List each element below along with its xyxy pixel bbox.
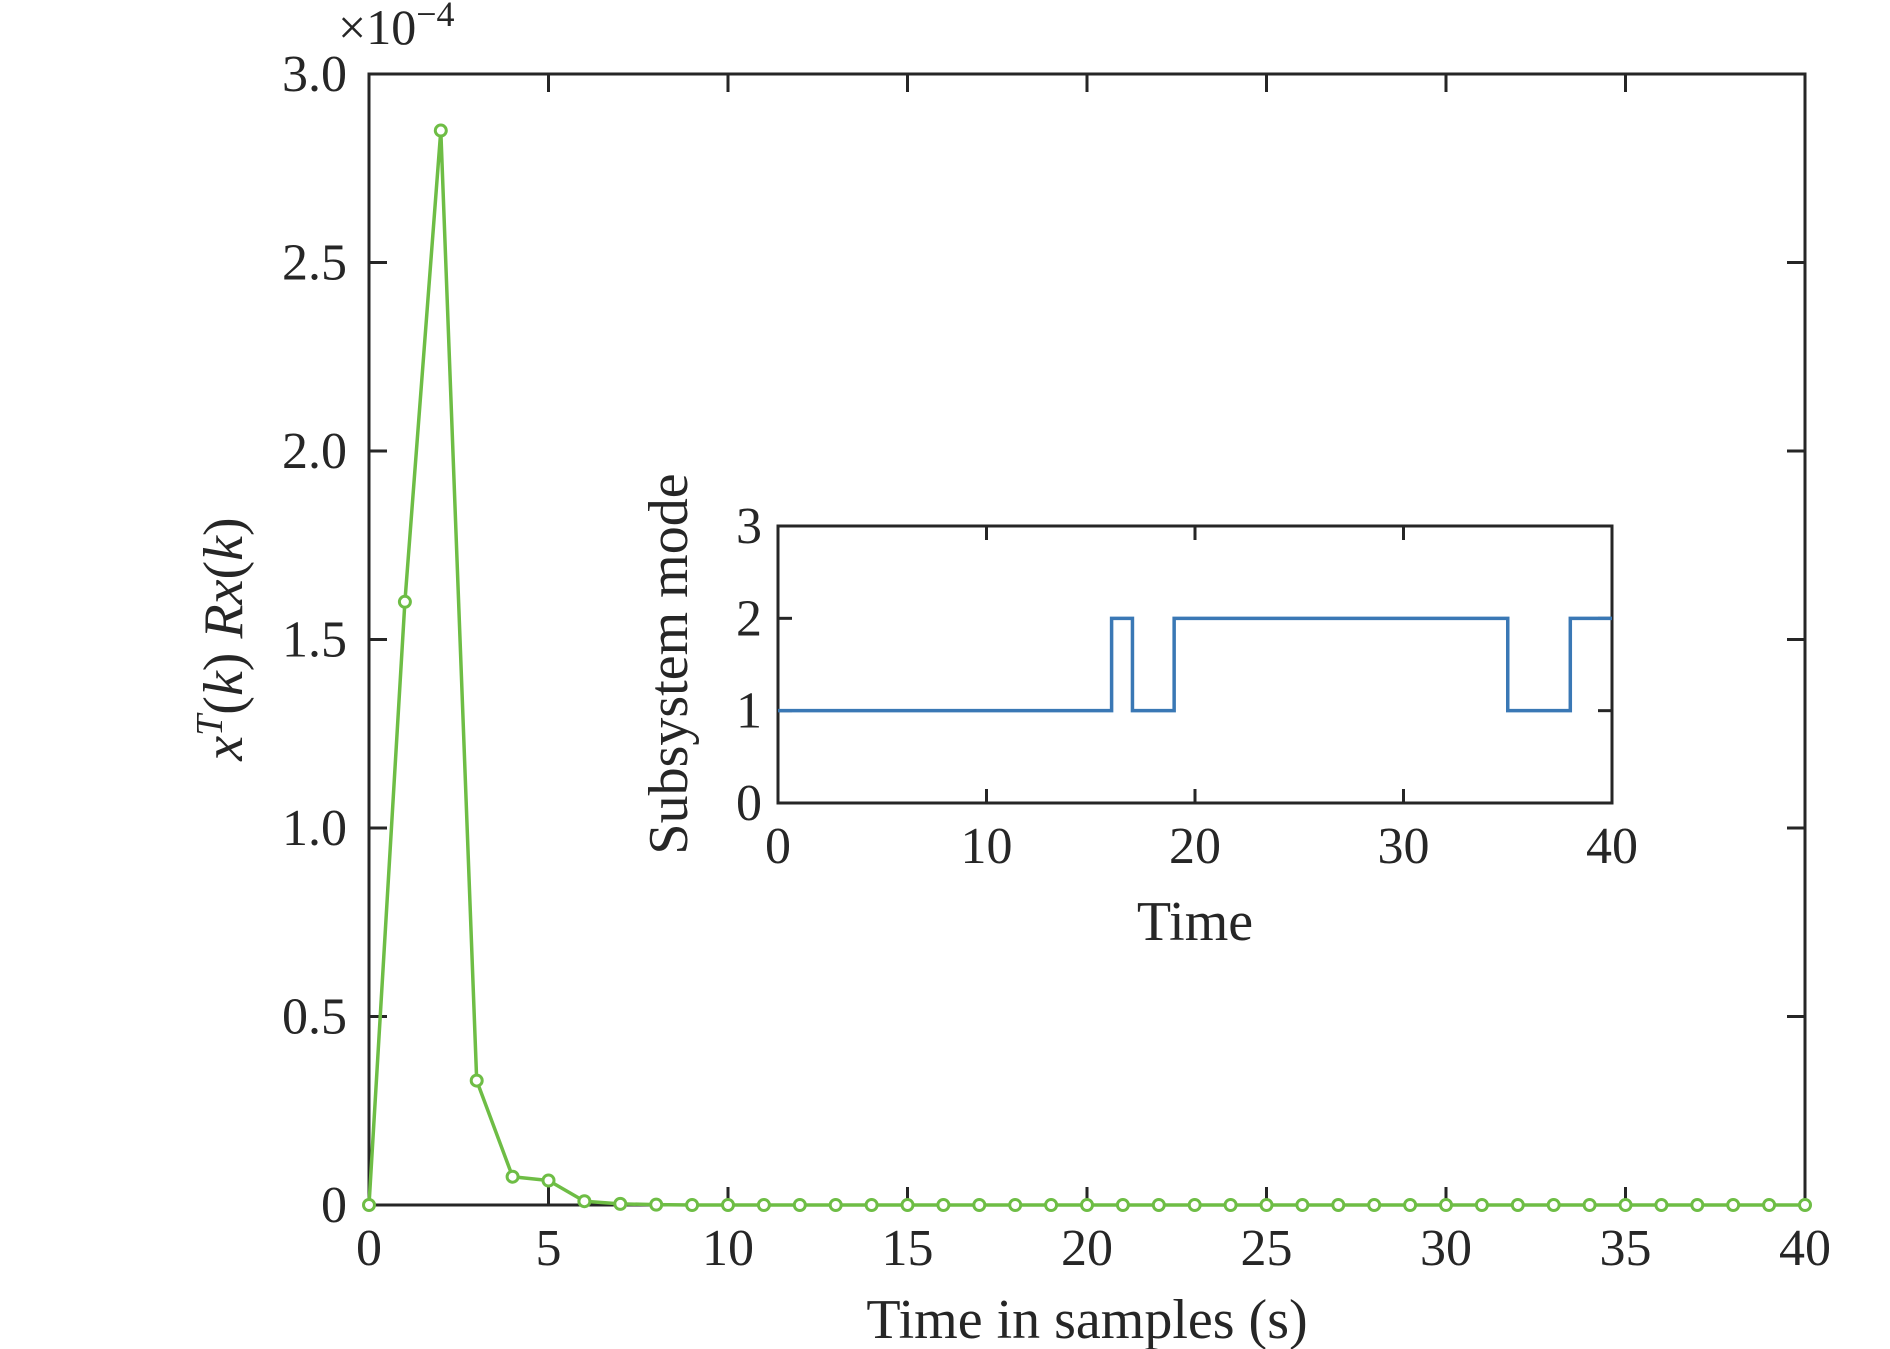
main-data-point — [1115, 1198, 1130, 1212]
main-data-point — [1367, 1198, 1382, 1212]
main-data-point — [900, 1198, 915, 1212]
main-x-tick-label: 20 — [1061, 1220, 1113, 1277]
main-data-point — [685, 1198, 700, 1212]
main-y-tick-label: 0 — [321, 1177, 347, 1234]
main-data-point — [1439, 1198, 1453, 1212]
main-x-tick-label: 30 — [1420, 1220, 1472, 1277]
main-data-point — [828, 1198, 843, 1212]
main-data-point — [1798, 1198, 1812, 1212]
inset-x-tick-label: 10 — [961, 818, 1013, 875]
main-y-tick-label: 0.5 — [282, 989, 347, 1046]
main-data-point — [1187, 1198, 1202, 1212]
y-axis-label: xT(k) Rx(k) — [189, 517, 255, 761]
main-data-point — [1546, 1198, 1561, 1212]
main-data-point — [1403, 1198, 1418, 1212]
main-data-point — [469, 1073, 484, 1088]
main-y-tick-label: 2.5 — [282, 235, 347, 292]
inset-y-tick-label: 2 — [736, 590, 762, 647]
main-data-point — [362, 1198, 376, 1212]
main-data-point — [1510, 1198, 1525, 1212]
inset-mode-step-line — [778, 616, 1612, 713]
main-series — [362, 123, 1812, 1212]
inset-x-tick-label: 20 — [1169, 818, 1221, 875]
y-exponent-power: −4 — [416, 0, 454, 34]
main-x-tick-label: 15 — [882, 1220, 934, 1277]
main-data-point — [972, 1198, 987, 1212]
main-data-point — [1008, 1198, 1023, 1212]
main-data-point — [1080, 1198, 1094, 1212]
main-data-point — [1690, 1198, 1705, 1212]
main-data-point — [397, 594, 412, 609]
main-data-point — [1582, 1198, 1597, 1212]
main-data-point — [613, 1196, 628, 1211]
inset-y-tick-label: 3 — [736, 498, 762, 555]
main-data-point — [1618, 1198, 1633, 1212]
main-data-point — [1474, 1198, 1489, 1212]
main-data-point — [541, 1173, 556, 1188]
main-y-ticks: 0 0.5 1.0 1.5 2.0 2.5 3.0 — [282, 46, 1805, 1234]
main-x-tick-label: 0 — [356, 1220, 382, 1277]
main-data-point — [1331, 1198, 1346, 1212]
main-data-point — [1654, 1198, 1669, 1212]
y-exponent-label: ×10−4 — [338, 0, 455, 55]
inset-axes: 0 10 20 30 40 0 1 2 3 Subsystem mode Time — [638, 473, 1638, 953]
main-data-point — [756, 1198, 771, 1212]
inset-x-tick-label: 40 — [1586, 818, 1638, 875]
main-data-point — [1259, 1198, 1274, 1212]
inset-y-tick-label: 0 — [736, 775, 762, 832]
inset-x-axis-label: Time — [1137, 891, 1253, 953]
inset-plot-frame — [776, 524, 1614, 805]
main-data-point — [1151, 1198, 1166, 1212]
x-axis-label: Time in samples (s) — [866, 1289, 1307, 1349]
main-y-tick-label: 1.5 — [282, 612, 347, 669]
main-x-ticks: 0 5 10 15 20 25 30 35 40 — [356, 74, 1831, 1277]
main-x-tick-label: 25 — [1241, 1220, 1293, 1277]
main-x-tick-label: 10 — [702, 1220, 754, 1277]
main-data-point — [721, 1198, 735, 1212]
main-data-point — [792, 1198, 807, 1212]
main-data-point — [936, 1198, 951, 1212]
main-x-tick-label: 5 — [536, 1220, 562, 1277]
main-y-tick-label: 3.0 — [282, 46, 347, 103]
main-data-point — [1044, 1198, 1059, 1212]
main-data-point — [649, 1197, 664, 1212]
main-x-tick-label: 35 — [1600, 1220, 1652, 1277]
inset-x-tick-label: 0 — [765, 818, 791, 875]
inset-series — [778, 616, 1612, 713]
inset-y-tick-label: 1 — [736, 683, 762, 740]
main-y-tick-label: 2.0 — [282, 423, 347, 480]
main-data-point — [1295, 1198, 1310, 1212]
inset-x-ticks: 0 10 20 30 40 — [765, 526, 1638, 875]
main-data-point — [864, 1198, 879, 1212]
main-data-point — [433, 123, 448, 138]
main-y-tick-label: 1.0 — [282, 800, 347, 857]
main-data-point — [1726, 1198, 1741, 1212]
inset-y-axis-label: Subsystem mode — [638, 473, 700, 854]
main-data-point — [1762, 1198, 1777, 1212]
main-x-tick-label: 40 — [1779, 1220, 1831, 1277]
inset-x-tick-label: 30 — [1378, 818, 1430, 875]
main-data-point — [1223, 1198, 1238, 1212]
main-data-point — [577, 1194, 592, 1209]
main-data-point — [505, 1169, 520, 1184]
